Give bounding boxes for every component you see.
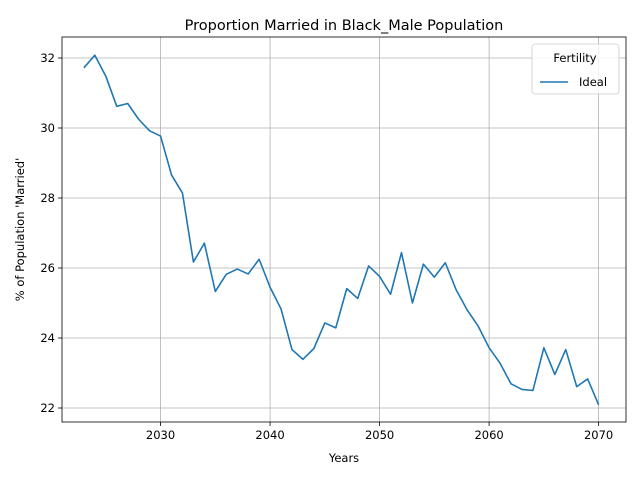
x-tick-label: 2050: [365, 428, 394, 442]
y-tick-label: 24: [40, 331, 55, 345]
y-tick-label: 30: [40, 121, 55, 135]
series-layer: [83, 54, 600, 406]
y-axis-ticks: 22 24 26 28 30 32: [40, 51, 62, 415]
legend: Fertility Ideal: [531, 43, 620, 95]
y-tick-label: 26: [40, 261, 55, 275]
x-axis-label: Years: [328, 451, 359, 465]
x-axis-ticks: 2030 2040 2050 2060 2070: [146, 422, 613, 442]
y-axis-label: % of Population 'Married': [13, 158, 27, 302]
y-tick-label: 32: [40, 51, 55, 65]
x-tick-label: 2040: [255, 428, 284, 442]
grid-lines: [62, 37, 626, 422]
x-tick-label: 2030: [146, 428, 175, 442]
legend-title: Fertility: [553, 51, 596, 65]
x-tick-label: 2060: [474, 428, 503, 442]
x-tick-label: 2070: [584, 428, 613, 442]
legend-label: Ideal: [579, 75, 607, 89]
series-line-ideal: [83, 54, 600, 406]
y-tick-label: 22: [40, 401, 55, 415]
chart-title: Proportion Married in Black_Male Populat…: [185, 18, 504, 34]
y-tick-label: 28: [40, 191, 55, 205]
plot-frame: [61, 36, 627, 423]
